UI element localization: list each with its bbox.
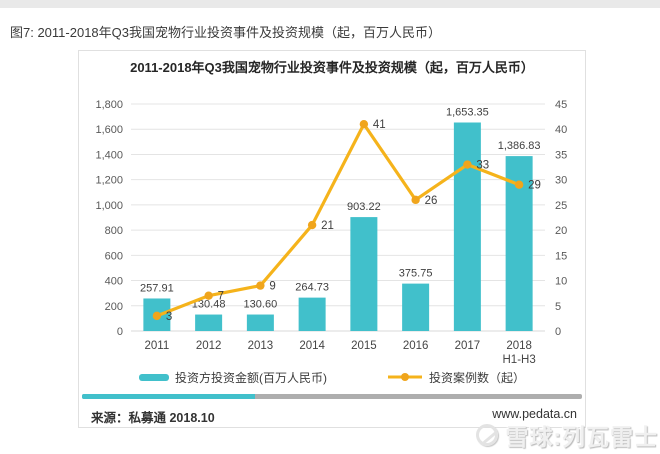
- svg-text:800: 800: [105, 225, 123, 237]
- svg-text:600: 600: [105, 250, 123, 262]
- svg-text:1,400: 1,400: [95, 149, 123, 161]
- svg-text:1,000: 1,000: [95, 200, 123, 212]
- chart-panel: 2011-2018年Q3我国宠物行业投资事件及投资规模（起，百万人民币） 0 0 2…: [78, 50, 586, 428]
- svg-text:45: 45: [555, 99, 567, 111]
- svg-text:2012: 2012: [196, 340, 222, 352]
- svg-text:15: 15: [555, 250, 567, 262]
- svg-text:2015: 2015: [351, 340, 377, 352]
- svg-text:29: 29: [528, 180, 541, 192]
- svg-text:400: 400: [105, 276, 123, 288]
- chart-legend: 投资方投资金额(百万人民币) 投资案例数（起）: [79, 366, 585, 388]
- svg-text:264.73: 264.73: [295, 282, 329, 294]
- figure-caption: 图7: 2011-2018年Q3我国宠物行业投资事件及投资规模（起，百万人民币）: [10, 25, 441, 40]
- svg-text:2016: 2016: [403, 340, 429, 352]
- svg-text:1,386.83: 1,386.83: [498, 140, 541, 152]
- svg-text:40: 40: [555, 124, 567, 136]
- svg-text:130.48: 130.48: [192, 299, 226, 311]
- svg-text:20: 20: [555, 225, 567, 237]
- svg-text:2017: 2017: [455, 340, 481, 352]
- svg-text:9: 9: [269, 281, 275, 293]
- svg-text:30: 30: [555, 175, 567, 187]
- svg-text:1,653.35: 1,653.35: [446, 106, 489, 118]
- svg-text:2013: 2013: [248, 340, 274, 352]
- svg-text:257.91: 257.91: [140, 282, 174, 294]
- chart-title: 2011-2018年Q3我国宠物行业投资事件及投资规模（起，百万人民币）: [130, 60, 534, 75]
- legend-label-line-series: 投资案例数（起）: [428, 370, 525, 385]
- svg-text:2018: 2018: [506, 340, 532, 352]
- svg-text:0: 0: [555, 326, 561, 338]
- bar-series-swatch-icon: [138, 373, 169, 381]
- svg-text:25: 25: [555, 200, 567, 212]
- svg-text:41: 41: [373, 119, 386, 131]
- legend-item-bar-series: 投资方投资金额(百万人民币): [138, 369, 327, 386]
- svg-text:130.60: 130.60: [244, 299, 278, 311]
- source-label: 来源：私募通 2018.10: [91, 411, 215, 425]
- combo-chart: 0 0 200 5 400 10 600 15 800 20 1,000 25 1,200 30 1,400…: [95, 99, 567, 366]
- svg-text:1,800: 1,800: [95, 99, 123, 111]
- svg-text:375.75: 375.75: [399, 268, 433, 280]
- svg-text:1,200: 1,200: [95, 175, 123, 187]
- svg-text:21: 21: [321, 220, 334, 232]
- svg-text:10: 10: [555, 276, 567, 288]
- svg-text:26: 26: [425, 195, 438, 207]
- svg-text:200: 200: [105, 301, 123, 313]
- svg-text:35: 35: [555, 149, 567, 161]
- divider-teal-segment: [82, 394, 255, 399]
- svg-text:2011: 2011: [145, 340, 170, 352]
- svg-text:33: 33: [476, 160, 489, 172]
- svg-text:5: 5: [555, 301, 561, 313]
- svg-text:H1-H3: H1-H3: [503, 354, 536, 366]
- source-row: 来源：私募通 2018.10 www.pedata.cn: [79, 399, 585, 426]
- svg-text:903.22: 903.22: [347, 201, 381, 213]
- legend-item-line-series: 投资案例数（起）: [387, 369, 525, 386]
- svg-text:2014: 2014: [299, 340, 325, 352]
- svg-text:3: 3: [166, 311, 172, 323]
- top-strip: [0, 0, 660, 8]
- svg-text:7: 7: [218, 291, 224, 303]
- website-label: www.pedata.cn: [492, 407, 577, 421]
- divider-bar: [82, 394, 582, 399]
- line-series-swatch-icon: [387, 373, 422, 381]
- svg-text:0: 0: [117, 326, 123, 338]
- svg-text:1,600: 1,600: [95, 124, 123, 136]
- legend-label-bar-series: 投资方投资金额(百万人民币): [174, 370, 327, 385]
